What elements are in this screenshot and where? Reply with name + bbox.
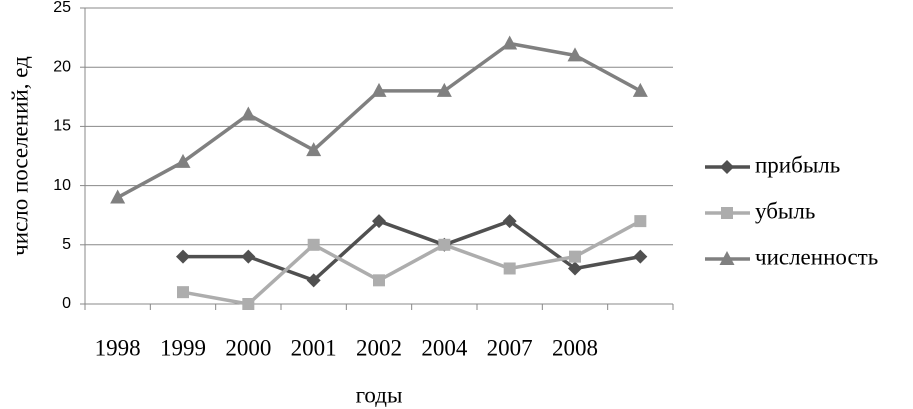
data-point — [634, 215, 647, 228]
data-point — [567, 47, 583, 62]
series-line — [183, 219, 641, 283]
legend-label: численность — [755, 244, 878, 269]
data-point — [632, 82, 648, 97]
x-tick-label: 2000 — [225, 335, 271, 360]
data-point — [306, 273, 321, 288]
data-point — [503, 262, 516, 275]
data-point — [436, 82, 452, 97]
data-point — [569, 250, 581, 263]
legend-marker — [720, 160, 734, 174]
legend-label: прибыль — [755, 152, 840, 177]
y-tick-label: 10 — [53, 177, 71, 194]
y-tick-label: 25 — [53, 0, 71, 16]
data-point — [241, 249, 256, 264]
x-tick-label: 1999 — [160, 335, 206, 360]
data-point — [110, 189, 126, 204]
data-point — [177, 286, 189, 299]
series-line — [182, 219, 642, 306]
x-tick-label: 2001 — [291, 335, 337, 360]
data-point — [438, 238, 451, 251]
x-axis-label: годы — [356, 382, 403, 407]
x-tick-label: 2008 — [552, 335, 598, 360]
data-point — [568, 261, 582, 276]
data-point — [633, 249, 648, 264]
legend-label: убыль — [755, 198, 815, 223]
x-tick-label: 2002 — [356, 335, 402, 360]
data-point — [240, 106, 256, 121]
data-point — [242, 298, 255, 310]
y-axis-label: число поселений, ед — [7, 56, 32, 256]
data-point — [306, 142, 322, 157]
data-point — [307, 238, 320, 251]
y-tick-label: 5 — [62, 236, 71, 253]
data-point — [175, 153, 191, 168]
legend-marker — [719, 251, 735, 265]
data-point — [502, 214, 517, 229]
data-point — [372, 214, 386, 229]
x-tick-label: 1998 — [95, 335, 141, 360]
data-point — [502, 35, 518, 50]
y-tick-label: 20 — [53, 58, 71, 75]
data-point — [176, 249, 190, 264]
y-tick-label: 15 — [53, 118, 71, 135]
x-tick-label: 2007 — [487, 335, 533, 360]
series-line — [116, 41, 642, 199]
data-point — [373, 274, 385, 287]
y-tick-label: 0 — [62, 295, 71, 312]
x-tick-label: 2004 — [421, 335, 468, 360]
data-point — [371, 82, 387, 97]
legend-marker — [721, 207, 733, 219]
